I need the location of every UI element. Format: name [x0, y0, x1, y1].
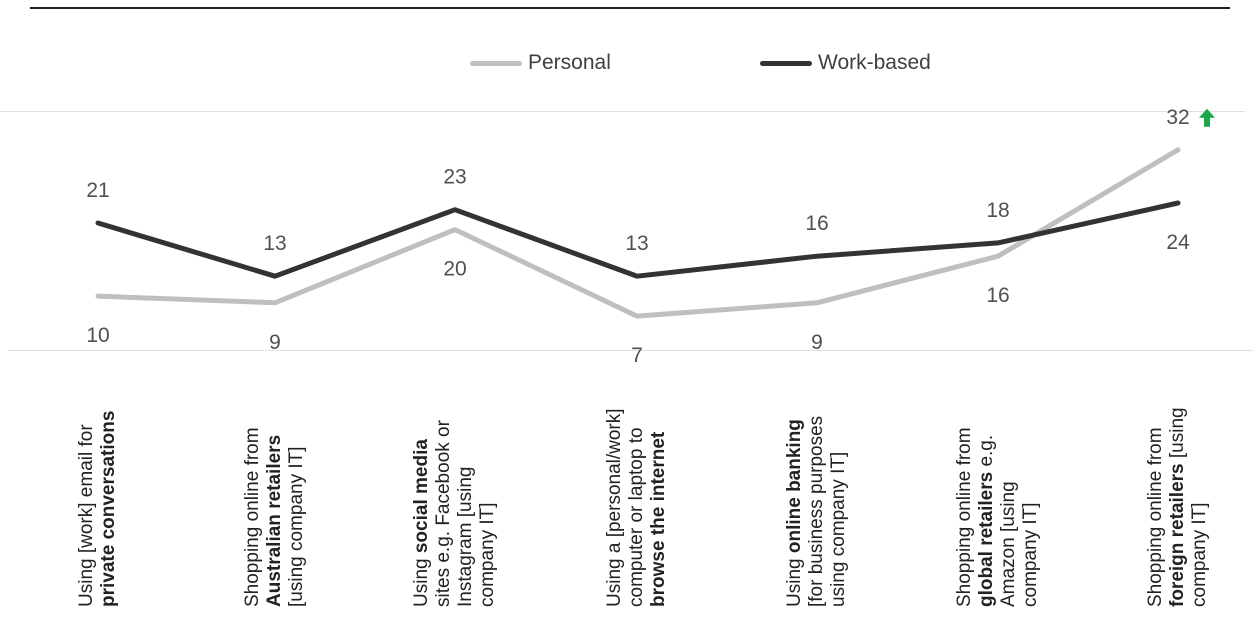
- category-label-line: company IT]: [1020, 427, 1042, 607]
- category-label-bold: foreign retailers: [1167, 463, 1188, 607]
- category-label-line: Shopping online from: [242, 427, 264, 607]
- category-label-text: Using [work] email for: [76, 424, 97, 607]
- category-label-text: company IT]: [1189, 502, 1210, 607]
- category-label: Using a [personal/work] computer or lapto…: [604, 408, 670, 607]
- series-line-personal: [95, 147, 1181, 319]
- category-label-text: Shopping online from: [1145, 427, 1166, 607]
- data-label-work-based: 13: [263, 232, 286, 255]
- category-label-line: Using [work] email for: [76, 411, 98, 607]
- data-label-personal: 32: [1166, 106, 1189, 129]
- category-label-line: Shopping online from: [1145, 407, 1167, 607]
- legend-label-personal: Personal: [528, 51, 611, 74]
- data-label-personal: 7: [631, 344, 643, 367]
- data-label-personal: 20: [443, 258, 466, 281]
- category-label-line: [using company IT]: [286, 427, 308, 607]
- category-label-text: company IT]: [1020, 502, 1041, 607]
- category-label-text: Shopping online from: [954, 427, 975, 607]
- category-label-text: [using: [1167, 407, 1188, 464]
- up-arrow-icon: [1199, 108, 1215, 127]
- legend-item-work-based: Work-based: [760, 50, 931, 76]
- data-label-personal: 9: [811, 331, 823, 354]
- category-label-text: [using company IT]: [286, 446, 307, 607]
- category-label-line: foreign retailers [using: [1167, 407, 1189, 607]
- category-label-line: private conversations: [98, 411, 120, 607]
- category-label-text: Amazon [using: [998, 481, 1019, 607]
- category-label-text: using company IT]: [828, 451, 849, 607]
- category-label-line: global retailers e.g.: [976, 427, 998, 607]
- category-label-text: Using: [784, 553, 805, 607]
- data-label-personal: 16: [986, 284, 1009, 307]
- category-label-text: Shopping online from: [242, 427, 263, 607]
- data-label-work-based: 21: [86, 179, 109, 202]
- category-label: Using social media sites e.g. Facebook or…: [411, 420, 499, 607]
- category-label: Using [work] email for private conversati…: [76, 411, 120, 607]
- data-label-work-based: 18: [986, 199, 1009, 222]
- category-label-line: Using a [personal/work]: [604, 408, 626, 607]
- category-label-bold: browse the internet: [648, 431, 669, 607]
- data-label-work-based: 13: [625, 232, 648, 255]
- category-label-bold: global retailers: [976, 471, 997, 607]
- category-label-bold: online banking: [784, 419, 805, 554]
- category-label-bold: Australian retailers: [264, 434, 285, 607]
- data-label-work-based: 24: [1166, 231, 1190, 254]
- category-label-line: Shopping online from: [954, 427, 976, 607]
- data-label-work-based: 23: [443, 166, 466, 189]
- category-label-text: Using: [411, 553, 432, 607]
- series-line-work-based: [95, 200, 1181, 279]
- category-label-line: Amazon [using: [998, 427, 1020, 607]
- category-label-text: Using a [personal/work]: [604, 408, 625, 607]
- data-label-personal: 9: [269, 331, 281, 354]
- category-label: Shopping online from Australian retailers…: [242, 427, 308, 607]
- data-label-work-based: 16: [805, 212, 828, 235]
- category-label: Shopping online from foreign retailers [u…: [1145, 407, 1211, 607]
- data-label-personal: 10: [86, 324, 109, 347]
- legend-divider: [0, 111, 1245, 112]
- category-label-text: Instagram [using: [455, 466, 476, 607]
- category-label-bold: private conversations: [98, 410, 119, 607]
- category-label-line: Using social media: [411, 420, 433, 607]
- category-label-line: Australian retailers: [264, 427, 286, 607]
- category-label-text: e.g.: [976, 434, 997, 472]
- category-label-text: [for business purposes: [806, 415, 827, 607]
- legend-label-work-based: Work-based: [818, 51, 931, 74]
- category-label-line: [for business purposes: [806, 416, 828, 607]
- category-label-line: browse the internet: [648, 408, 670, 607]
- category-label-text: computer or laptop to: [626, 427, 647, 607]
- axis-divider: [8, 350, 1253, 351]
- category-label-text: sites e.g. Facebook or: [433, 420, 454, 607]
- category-label-line: sites e.g. Facebook or: [433, 420, 455, 607]
- category-label: Shopping online from global retailers e.g…: [954, 427, 1042, 607]
- category-label-line: Using online banking: [784, 416, 806, 607]
- category-label-line: using company IT]: [828, 416, 850, 607]
- top-rule: [30, 7, 1230, 9]
- category-label-line: company IT]: [477, 420, 499, 607]
- category-label-line: computer or laptop to: [626, 408, 648, 607]
- category-label-bold: social media: [411, 439, 432, 554]
- category-label-text: company IT]: [477, 502, 498, 607]
- category-label-line: Instagram [using: [455, 420, 477, 607]
- category-label-line: company IT]: [1189, 407, 1211, 607]
- legend-swatch-personal: [470, 60, 522, 66]
- legend-item-personal: Personal: [470, 50, 611, 76]
- category-label: Using online banking [for business purpos…: [784, 416, 850, 607]
- legend-swatch-work-based: [760, 60, 812, 66]
